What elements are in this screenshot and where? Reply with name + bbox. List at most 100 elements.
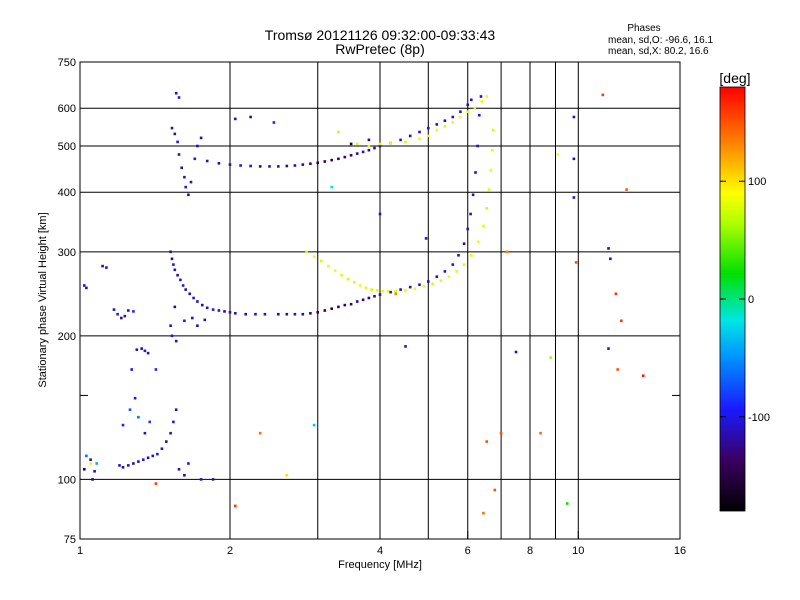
x-mode-point (556, 153, 560, 156)
o-mode-point (572, 115, 576, 119)
o-mode-point (121, 423, 125, 427)
x-mode-point (234, 504, 237, 508)
x-mode-point (376, 289, 379, 292)
x-mode-point (404, 289, 407, 292)
o-mode-point (330, 158, 333, 162)
o-mode-point (476, 144, 479, 148)
colorbar-label: [deg] (719, 70, 750, 86)
o-mode-point (349, 154, 353, 157)
o-mode-point (130, 368, 133, 371)
o-mode-point (343, 155, 347, 159)
o-mode-point (196, 300, 199, 303)
x-mode-point (489, 168, 492, 172)
y-tick-label: 500 (58, 141, 76, 153)
o-mode-point (408, 285, 412, 289)
x-mode-point (340, 273, 343, 277)
o-mode-point (170, 257, 174, 261)
phases-title: Phases (627, 23, 660, 34)
x-mode-point (333, 269, 337, 272)
x-mode-point (355, 142, 359, 146)
colorbar-tick-label: 0 (748, 294, 754, 306)
x-mode-point (413, 287, 417, 291)
o-mode-point (192, 296, 195, 300)
x-mode-point (470, 254, 473, 257)
x-mode-point (305, 250, 308, 254)
o-mode-point (199, 478, 203, 481)
o-mode-point (137, 460, 140, 463)
o-mode-point (169, 324, 172, 327)
o-mode-point (249, 115, 252, 119)
o-mode-point (309, 162, 312, 165)
o-mode-point (146, 456, 150, 460)
o-mode-point (378, 144, 382, 148)
o-mode-point (228, 311, 232, 314)
o-mode-point (128, 408, 132, 411)
o-mode-point (293, 164, 297, 167)
x-mode-point (443, 125, 447, 128)
x-mode-point (154, 482, 158, 485)
o-mode-point (249, 164, 252, 168)
o-mode-point (170, 126, 174, 130)
o-mode-point (459, 110, 462, 113)
o-mode-point (466, 103, 469, 107)
o-mode-point (203, 318, 207, 322)
y-tick-label: 300 (58, 247, 76, 259)
x-mode-point (455, 270, 458, 273)
o-mode-point (211, 308, 215, 311)
o-mode-point (607, 247, 610, 250)
o-mode-point (277, 312, 280, 316)
o-mode-point (205, 306, 209, 310)
y-tick-label: 200 (58, 331, 76, 343)
o-mode-point (132, 310, 135, 313)
chart-title-line2: RwPretec (8p) (335, 41, 424, 57)
o-mode-point (205, 159, 209, 163)
x-mode-point (574, 261, 578, 264)
o-mode-point (184, 288, 187, 291)
o-mode-point (132, 462, 135, 465)
o-mode-point (121, 466, 125, 469)
x-mode-point (493, 488, 497, 492)
o-mode-point (474, 171, 477, 174)
o-mode-point (172, 263, 175, 266)
x-mode-point (320, 259, 323, 263)
o-mode-point (183, 319, 186, 323)
o-mode-point (199, 136, 203, 140)
o-mode-point (323, 309, 327, 312)
x-axis-ticks: 1 2 4 6 8 10 16 (77, 531, 686, 557)
o-mode-point (165, 440, 168, 443)
y-tick-label: 750 (58, 57, 76, 69)
x-mode-point (352, 281, 356, 284)
o-mode-point (170, 334, 174, 338)
o-mode-point (378, 212, 382, 216)
x-mode-point (482, 511, 485, 515)
o-mode-point (443, 119, 447, 122)
x-mode-point (330, 185, 333, 189)
o-mode-point (293, 312, 297, 316)
o-mode-point (607, 347, 610, 350)
o-mode-point (112, 308, 116, 311)
x-tick-label: 4 (377, 545, 383, 557)
o-mode-point (301, 163, 305, 166)
x-mode-point (381, 290, 384, 293)
x-mode-point (480, 100, 483, 103)
x-mode-point (491, 128, 495, 132)
o-mode-point (173, 305, 177, 309)
o-mode-point (217, 309, 221, 312)
x-mode-point (346, 277, 350, 281)
o-mode-point (160, 447, 164, 450)
o-mode-point (471, 193, 475, 197)
o-mode-point (272, 121, 276, 124)
o-mode-point (355, 152, 359, 155)
x-mode-point (459, 115, 462, 119)
o-mode-point (367, 138, 371, 142)
x-mode-point (422, 285, 426, 288)
y-axis-ticks: 75 100 200 300 400 500 600 750 (58, 57, 76, 546)
x-mode-point (337, 130, 340, 134)
grid-lines (80, 62, 680, 539)
x-mode-point (485, 440, 488, 443)
o-mode-point (176, 273, 179, 277)
x-mode-point (439, 279, 443, 282)
o-mode-point (367, 296, 371, 300)
x-mode-point (491, 148, 494, 152)
o-mode-point (330, 307, 333, 310)
